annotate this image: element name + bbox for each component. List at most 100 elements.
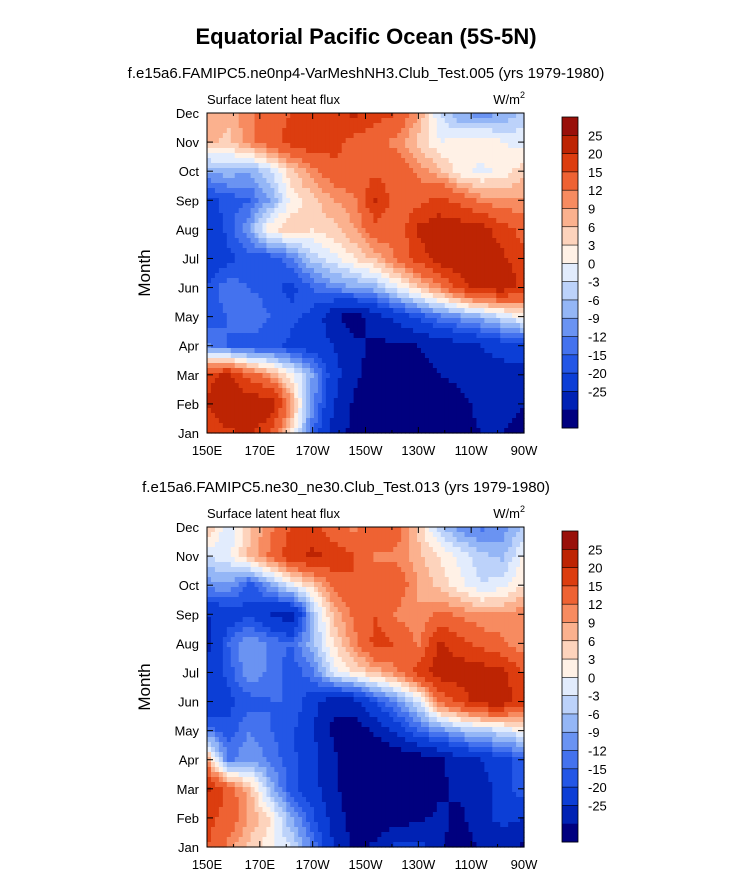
heatmap-cell bbox=[512, 258, 517, 264]
heatmap-cell bbox=[250, 318, 256, 324]
heatmap-cell bbox=[393, 118, 398, 124]
heatmap-cell bbox=[381, 313, 386, 319]
heatmap-cell bbox=[381, 323, 386, 329]
heatmap-cell bbox=[405, 233, 410, 239]
heatmap-cell bbox=[266, 273, 271, 279]
heatmap-cell bbox=[325, 188, 331, 194]
heatmap-cell bbox=[321, 163, 327, 169]
heatmap-cell bbox=[286, 123, 291, 129]
heatmap-cell bbox=[270, 358, 275, 364]
heatmap-cell bbox=[222, 258, 228, 264]
heatmap-cell bbox=[413, 353, 418, 359]
heatmap-cell bbox=[472, 178, 478, 184]
heatmap-cell bbox=[341, 113, 347, 119]
heatmap-cell bbox=[413, 318, 418, 324]
heatmap-cell bbox=[393, 308, 398, 314]
heatmap-cell bbox=[484, 188, 489, 194]
heatmap-cell bbox=[401, 293, 406, 299]
heatmap-cell bbox=[393, 268, 398, 274]
heatmap-cell bbox=[230, 323, 236, 329]
heatmap-cell bbox=[230, 348, 236, 354]
heatmap-cell bbox=[290, 233, 295, 239]
heatmap-cell bbox=[432, 233, 438, 239]
heatmap-cell bbox=[258, 338, 264, 344]
heatmap-cell bbox=[290, 328, 295, 334]
heatmap-cell bbox=[306, 273, 311, 279]
heatmap-cell bbox=[353, 128, 359, 134]
heatmap-cell bbox=[329, 368, 335, 374]
heatmap-cell bbox=[500, 298, 505, 304]
heatmap-cell bbox=[508, 283, 513, 289]
heatmap-cell bbox=[516, 143, 521, 149]
heatmap-cell bbox=[329, 228, 335, 234]
heatmap-cell bbox=[230, 148, 236, 154]
heatmap-cell bbox=[210, 393, 216, 399]
heatmap-cell bbox=[377, 283, 382, 289]
heatmap-cell bbox=[508, 228, 513, 234]
heatmap-cell bbox=[230, 258, 236, 264]
heatmap-cell bbox=[389, 318, 394, 324]
heatmap-cell bbox=[484, 313, 489, 319]
heatmap-cell bbox=[420, 258, 426, 264]
heatmap-cell bbox=[377, 198, 382, 204]
heatmap-cell bbox=[262, 373, 268, 379]
heatmap-cell bbox=[409, 128, 414, 134]
heatmap-cell bbox=[278, 178, 283, 184]
heatmap-cell bbox=[520, 123, 525, 129]
heatmap-cell bbox=[353, 403, 359, 409]
heatmap-cell bbox=[432, 213, 438, 219]
heatmap-cell bbox=[337, 138, 343, 144]
heatmap-cell bbox=[504, 353, 509, 359]
heatmap-cell bbox=[349, 253, 355, 259]
heatmap-cell bbox=[242, 223, 248, 229]
heatmap-cell bbox=[282, 353, 287, 359]
heatmap-cell bbox=[278, 388, 283, 394]
heatmap-cell bbox=[254, 178, 260, 184]
heatmap-cell bbox=[290, 218, 295, 224]
heatmap-cell bbox=[409, 258, 414, 264]
heatmap-cell bbox=[357, 388, 363, 394]
heatmap-cell bbox=[254, 403, 260, 409]
heatmap-cell bbox=[405, 128, 410, 134]
heatmap-cell bbox=[242, 378, 248, 384]
heatmap-cell bbox=[444, 173, 450, 179]
heatmap-cell bbox=[420, 358, 426, 364]
heatmap-cell bbox=[428, 118, 434, 124]
heatmap-cell bbox=[369, 353, 375, 359]
heatmap-cell bbox=[401, 113, 406, 119]
heatmap-cell bbox=[385, 243, 390, 249]
heatmap-cell bbox=[520, 163, 525, 169]
heatmap-cell bbox=[242, 218, 248, 224]
heatmap-cell bbox=[409, 178, 414, 184]
heatmap-cell bbox=[310, 298, 315, 304]
heatmap-cell bbox=[282, 138, 287, 144]
heatmap-cell bbox=[448, 243, 454, 249]
heatmap-cell bbox=[405, 368, 410, 374]
heatmap-cell bbox=[349, 248, 355, 254]
heatmap-cell bbox=[282, 233, 287, 239]
heatmap-cell bbox=[258, 248, 264, 254]
heatmap-cell bbox=[357, 183, 363, 189]
heatmap-cell bbox=[373, 238, 378, 244]
heatmap-cell bbox=[500, 198, 505, 204]
heatmap-cell bbox=[516, 403, 521, 409]
heatmap-cell bbox=[349, 143, 355, 149]
heatmap-cell bbox=[222, 288, 228, 294]
heatmap-cell bbox=[496, 373, 501, 379]
heatmap-cell bbox=[298, 128, 303, 134]
heatmap-cell bbox=[270, 293, 275, 299]
heatmap-cell bbox=[337, 238, 343, 244]
heatmap-cell bbox=[238, 303, 244, 309]
heatmap-cell bbox=[282, 383, 287, 389]
heatmap-cell bbox=[369, 298, 375, 304]
heatmap-cell bbox=[444, 208, 450, 214]
heatmap-cell bbox=[492, 123, 497, 129]
heatmap-cell bbox=[472, 278, 478, 284]
heatmap-cell bbox=[353, 158, 359, 164]
heatmap-cell bbox=[468, 293, 474, 299]
heatmap-cell bbox=[377, 298, 382, 304]
heatmap-cell bbox=[397, 238, 402, 244]
heatmap-cell bbox=[306, 263, 311, 269]
heatmap-cell bbox=[238, 343, 244, 349]
heatmap-cell bbox=[401, 323, 406, 329]
